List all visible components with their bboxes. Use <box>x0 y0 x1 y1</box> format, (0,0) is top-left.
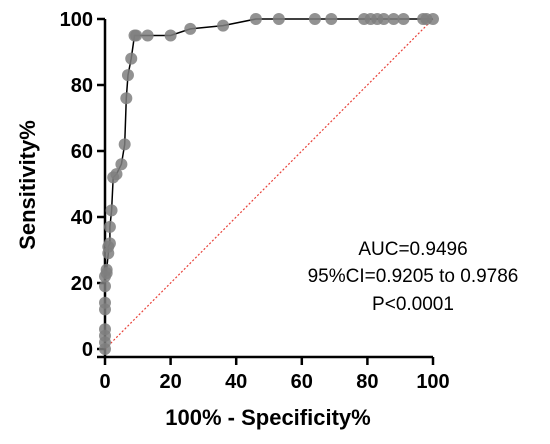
roc-point <box>103 237 116 250</box>
roc-point <box>141 29 154 42</box>
y-tick-label: 100 <box>60 9 93 31</box>
roc-point <box>427 13 439 25</box>
roc-point <box>164 29 177 42</box>
roc-point <box>272 13 285 25</box>
reference-diagonal-line <box>104 18 434 350</box>
x-tick-label: 80 <box>356 371 378 393</box>
auc-annotation: AUC=0.9496 <box>358 239 467 260</box>
y-tick-label: 0 <box>82 339 93 361</box>
roc-point <box>184 22 197 35</box>
y-tick-label: 20 <box>71 273 93 295</box>
x-tick-label: 100 <box>416 371 449 393</box>
ci-annotation: 95%CI=0.9205 to 0.9786 <box>308 266 519 287</box>
reference-line-layer <box>104 18 434 350</box>
roc-point <box>217 19 230 32</box>
roc-points-layer <box>99 13 439 355</box>
tick-labels: 0 20 40 60 80 100 0 20 40 60 80 100 <box>60 9 450 393</box>
y-tick-label: 40 <box>71 207 93 229</box>
roc-point <box>99 296 111 309</box>
roc-point <box>377 13 390 25</box>
x-tick-label: 40 <box>225 371 247 393</box>
roc-point <box>130 29 143 42</box>
roc-point <box>397 13 410 25</box>
roc-point <box>103 220 116 233</box>
roc-point <box>325 13 338 25</box>
roc-point <box>121 69 134 82</box>
roc-point <box>308 13 321 25</box>
roc-point <box>115 158 128 171</box>
x-axis-title: 100% - Specificity% <box>165 405 370 430</box>
roc-point <box>118 138 131 151</box>
roc-point <box>387 13 400 25</box>
y-tick-label: 80 <box>71 75 93 97</box>
x-tick-label: 20 <box>159 371 181 393</box>
x-tick-label: 0 <box>99 371 110 393</box>
roc-point <box>110 168 123 181</box>
roc-point <box>99 323 111 336</box>
roc-point <box>100 263 113 276</box>
y-tick-label: 60 <box>71 141 93 163</box>
roc-point <box>125 52 138 65</box>
roc-point <box>249 13 262 25</box>
roc-point <box>105 204 118 217</box>
x-tick-label: 60 <box>291 371 313 393</box>
roc-point <box>99 280 111 293</box>
roc-point <box>120 92 133 105</box>
y-axis-title: Sensitivity% <box>15 120 40 250</box>
p-value-annotation: P<0.0001 <box>372 294 454 315</box>
